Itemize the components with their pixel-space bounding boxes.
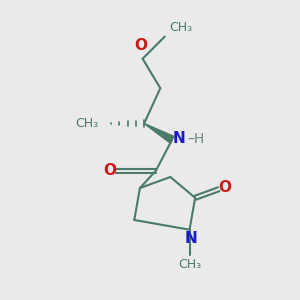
Text: N: N [173,131,185,146]
Text: CH₃: CH₃ [75,117,98,130]
Text: O: O [135,38,148,53]
Text: O: O [218,179,231,194]
Text: O: O [103,163,116,178]
Text: CH₃: CH₃ [178,258,201,271]
Text: N: N [184,231,197,246]
Text: –H: –H [188,132,205,146]
Polygon shape [144,124,174,143]
Text: CH₃: CH₃ [169,21,192,34]
